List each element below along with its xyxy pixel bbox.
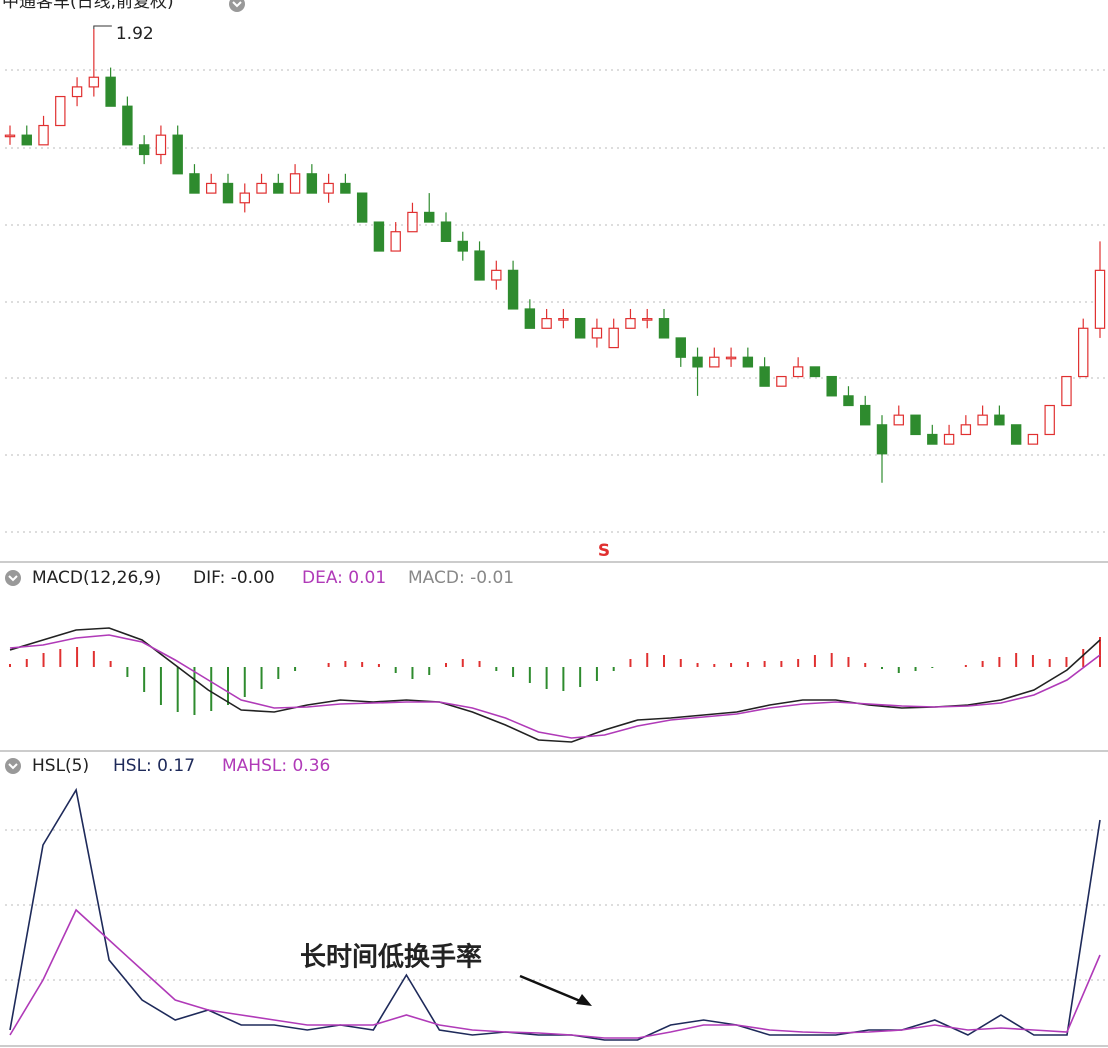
chart-title: 中通客车(日线,前复权)	[2, 0, 174, 12]
series-line	[9, 627, 1101, 743]
candle-body	[960, 424, 972, 436]
candle-body	[927, 433, 938, 445]
candle-body	[843, 395, 854, 407]
candle-body	[574, 318, 586, 339]
candle-body	[122, 105, 133, 146]
candle-body	[1094, 269, 1106, 329]
candle-body	[189, 173, 200, 194]
candle-body	[742, 356, 754, 368]
candle-body	[658, 318, 670, 339]
series-line	[9, 634, 1101, 739]
collapse-icon[interactable]	[5, 570, 21, 586]
candle-body	[943, 433, 955, 445]
signal-marker: S	[598, 541, 610, 561]
candle-body	[138, 144, 150, 156]
candle-body	[507, 269, 519, 310]
series-line	[9, 908, 1101, 1039]
candle-body	[1044, 404, 1055, 436]
candle-body	[860, 404, 871, 426]
panel-title: MACD(12,26,9)	[32, 568, 161, 588]
candle-body	[1061, 375, 1072, 407]
candle-body	[809, 366, 821, 378]
candle-body	[55, 95, 66, 127]
candle-body	[1078, 327, 1089, 378]
candle-body	[1010, 424, 1022, 445]
candle-body	[725, 356, 737, 360]
candle-body	[675, 337, 686, 358]
candle-body	[994, 414, 1005, 426]
candle-body	[977, 414, 988, 426]
grid	[5, 69, 1108, 981]
legend-entry: MAHSL: 0.36	[222, 756, 330, 776]
candle-body	[323, 182, 334, 194]
candle-body	[424, 211, 435, 223]
candle-body	[71, 86, 83, 98]
candle-body	[591, 327, 603, 339]
candle-body	[625, 318, 636, 329]
candle-body	[239, 192, 250, 204]
candle-body	[709, 356, 720, 368]
series-line	[9, 787, 1101, 1041]
candle-body	[306, 173, 318, 194]
candle-body	[1027, 433, 1039, 445]
candle-body	[373, 221, 385, 252]
candle-body	[273, 182, 284, 194]
legend-entry: MACD: -0.01	[408, 568, 514, 588]
candle-body	[390, 231, 401, 252]
collapse-icon[interactable]	[5, 758, 21, 774]
candle-body	[289, 173, 301, 194]
candle-body	[222, 182, 234, 204]
candle-body	[792, 366, 804, 378]
candle-body	[155, 134, 167, 156]
legend-entry: HSL: 0.17	[113, 756, 195, 776]
annotation: 长时间低换手率	[300, 942, 482, 973]
candle-body	[440, 221, 452, 242]
candle-body	[21, 134, 32, 146]
candle-body	[910, 414, 921, 436]
candle-body	[608, 327, 619, 349]
candle-body	[38, 124, 49, 146]
candle-body	[4, 134, 16, 138]
collapse-icon[interactable]	[229, 0, 245, 12]
candle-body	[172, 134, 183, 175]
annotation-arrowhead	[576, 994, 592, 1006]
annotation-arrow	[519, 974, 586, 1005]
candle-body	[893, 414, 904, 426]
candle-body	[340, 182, 351, 194]
candle-body	[474, 250, 485, 281]
candle-body	[826, 375, 837, 397]
candle-body	[541, 318, 552, 329]
candle-body	[256, 182, 267, 194]
candle-body	[524, 308, 536, 329]
candle-body	[457, 240, 468, 252]
candle-body	[692, 356, 703, 368]
max-pointer	[93, 25, 112, 29]
candle-body	[876, 424, 888, 455]
candle-body	[776, 375, 787, 387]
candle-body	[759, 366, 770, 387]
legend-entry: DIF: -0.00	[193, 568, 275, 588]
candle-body	[407, 211, 418, 233]
candle-body	[356, 192, 368, 223]
max-label: 1.92	[116, 24, 154, 44]
legend-entry: DEA: 0.01	[302, 568, 386, 588]
candle-body	[491, 269, 502, 281]
candle-body	[88, 76, 100, 88]
panel-title: HSL(5)	[32, 756, 89, 776]
candle-body	[558, 318, 569, 321]
candle-body	[206, 182, 217, 194]
candle-body	[642, 318, 653, 321]
candle-body	[105, 76, 116, 107]
